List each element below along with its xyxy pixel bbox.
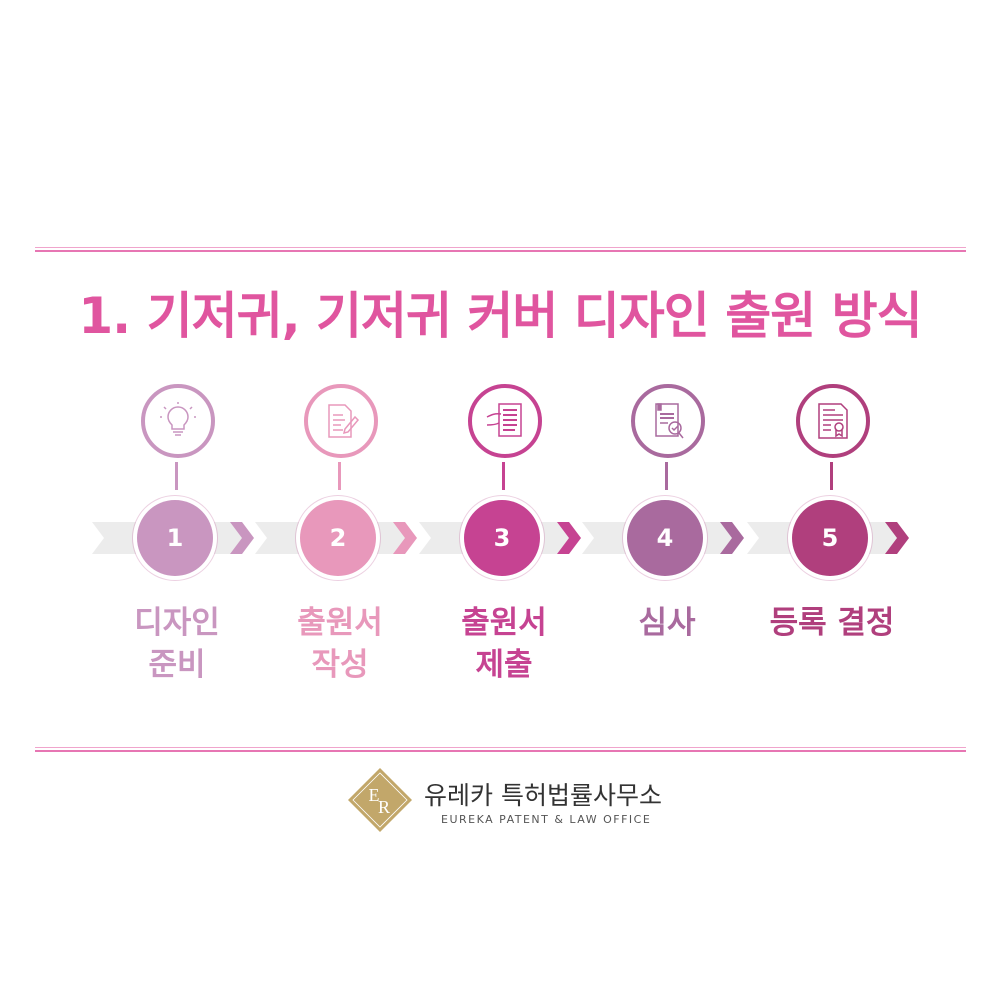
logo-emblem: E R [348,768,412,832]
step-number: 2 [300,500,376,576]
step-label-line2: 작성 [245,644,435,686]
logo-name-english: EUREKA PATENT & LAW OFFICE [441,813,651,826]
certificate-icon [813,401,853,441]
step-connector [665,462,668,490]
step-connector [830,462,833,490]
step-connector [338,462,341,490]
top-rule [35,250,966,252]
step-label: 출원서 제출 [409,602,599,686]
step-5: 5 등록 결정 [747,380,917,700]
step-label: 심사 [572,602,762,644]
step-2: 2 출원서 작성 [255,380,425,700]
document-magnifier-check-icon [648,401,688,441]
bottom-rule [35,750,966,752]
step-label-line1: 출원서 [409,602,599,644]
logo-name-korean: 유레카 특허법률사무소 [424,776,662,812]
step-number: 3 [464,500,540,576]
step-label-line2: 제출 [409,644,599,686]
step-label: 등록 결정 [737,602,927,644]
step-number: 5 [792,500,868,576]
document-pen-icon [321,401,361,441]
step-connector [175,462,178,490]
step-icon-circle [304,384,378,458]
step-label-line1: 디자인 [82,602,272,644]
step-4: 4 심사 [582,380,752,700]
step-icon-circle [796,384,870,458]
step-label: 출원서 작성 [245,602,435,686]
step-label-line1: 출원서 [245,602,435,644]
lightbulb-icon [158,401,198,441]
step-number: 1 [137,500,213,576]
hand-document-icon [485,401,525,441]
svg-text:R: R [378,797,390,817]
page-title: 1. 기저귀, 기저귀 커버 디자인 출원 방식 [0,276,1000,348]
step-label-line1: 등록 결정 [737,602,927,644]
step-label: 디자인 준비 [82,602,272,686]
step-icon-circle [631,384,705,458]
step-connector [502,462,505,490]
step-icon-circle [468,384,542,458]
top-rule-thin [35,247,966,248]
step-label-line2: 준비 [82,644,272,686]
step-number: 4 [627,500,703,576]
step-icon-circle [141,384,215,458]
step-label-line1: 심사 [572,602,762,644]
step-3: 3 출원서 제출 [419,380,589,700]
step-1: 1 디자인 준비 [92,380,262,700]
bottom-rule-thin [35,747,966,748]
